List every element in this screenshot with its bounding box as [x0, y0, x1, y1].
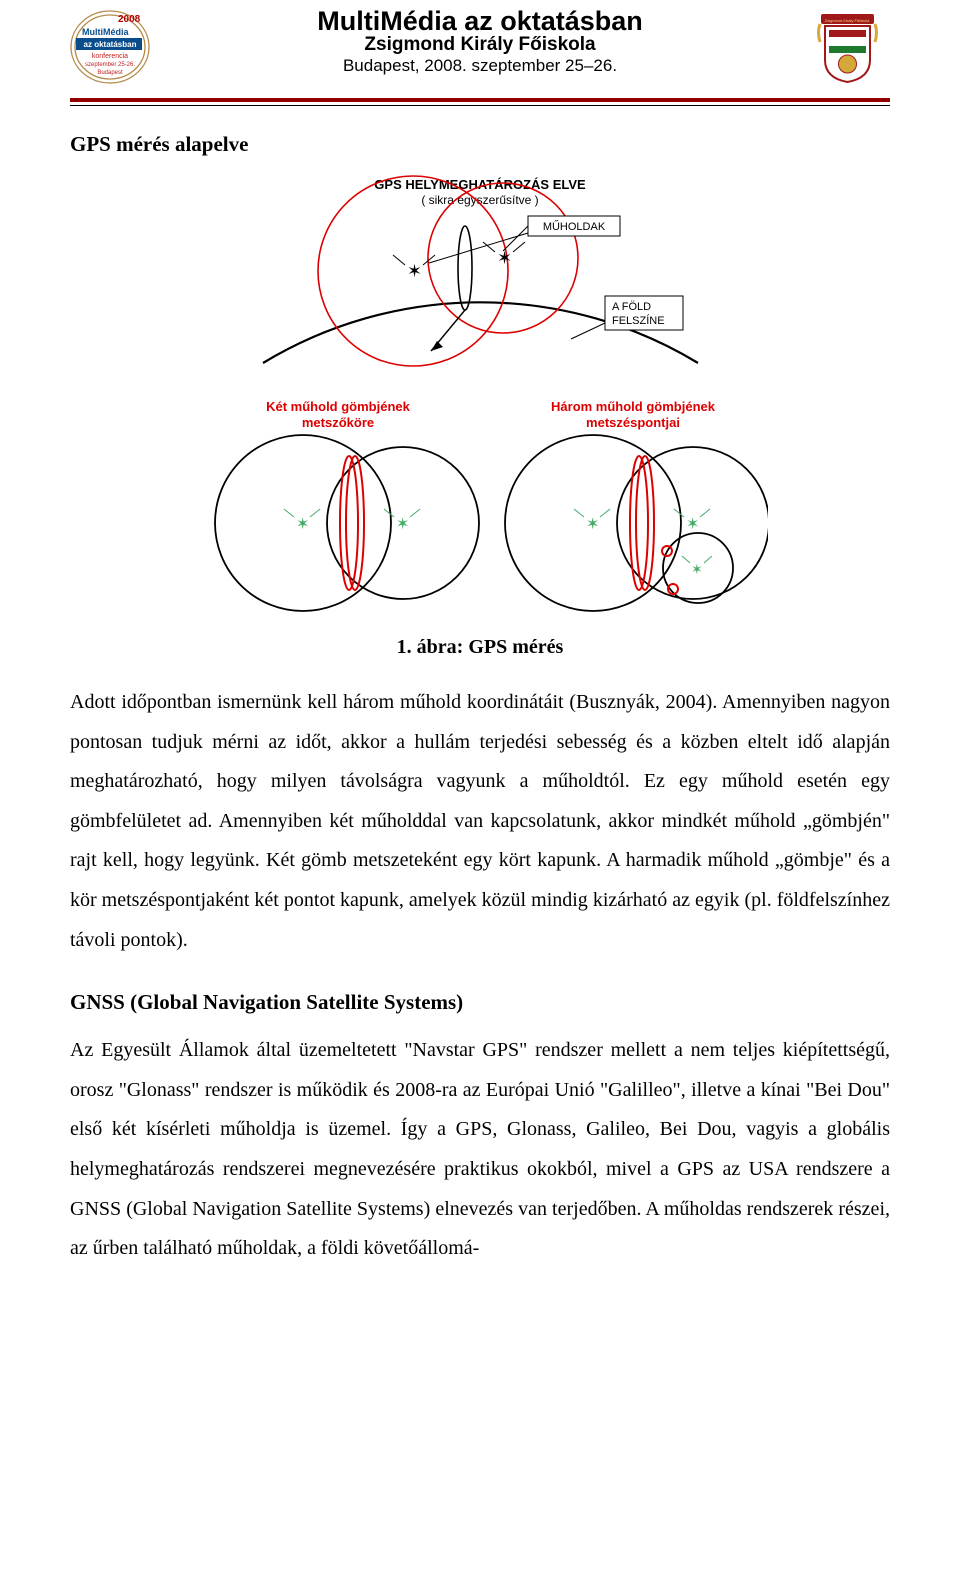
figure-1: GPS HELYMEGHATÁROZÁS ELVE ( sikra egysze…	[70, 173, 890, 618]
page: 2008 MultiMédia az oktatásban konferenci…	[0, 0, 960, 1319]
left-sat-1: ✶	[296, 516, 309, 533]
svg-text:A FÖLD: A FÖLD	[612, 301, 651, 313]
right-diagram-label-1: Három műhold gömbjének	[551, 399, 716, 414]
right-sat-1: ✶	[586, 516, 599, 533]
right-sat-2: ✶	[686, 516, 699, 533]
label-earth-box: A FÖLD FELSZÍNE	[571, 296, 683, 339]
right-sat-3: ✶	[691, 563, 703, 578]
figure-caption: 1. ábra: GPS mérés	[70, 636, 890, 659]
gps-diagram-svg: GPS HELYMEGHATÁROZÁS ELVE ( sikra egysze…	[193, 173, 768, 613]
page-header: 2008 MultiMédia az oktatásban konferenci…	[70, 10, 890, 102]
header-text-block: MultiMédia az oktatásban Zsigmond Király…	[70, 10, 890, 76]
header-thin-underline	[70, 102, 890, 106]
institution-name: Zsigmond Király Főiskola	[70, 35, 890, 56]
conference-date-location: Budapest, 2008. szeptember 25–26.	[70, 56, 890, 76]
paragraph-2: Az Egyesült Államok által üzemeltetett "…	[70, 1031, 890, 1269]
svg-text:✶: ✶	[407, 261, 422, 281]
fig-subtitle: ( sikra egyszerűsítve )	[421, 193, 538, 207]
conference-title: MultiMédia az oktatásban	[70, 8, 890, 35]
paragraph-1: Adott időpontban ismernünk kell három mű…	[70, 683, 890, 960]
right-diagram-label-2: metszéspontjai	[586, 415, 680, 430]
svg-text:FELSZÍNE: FELSZÍNE	[612, 314, 665, 327]
left-sat-2: ✶	[396, 516, 409, 533]
label-satellites: MŰHOLDAK	[542, 219, 605, 233]
svg-text:✶: ✶	[497, 248, 512, 268]
left-diagram-label-2: metszőköre	[301, 415, 373, 430]
lens-arrowhead	[431, 341, 443, 351]
fig-title: GPS HELYMEGHATÁROZÁS ELVE	[374, 177, 586, 192]
section-heading-gnss: GNSS (Global Navigation Satellite System…	[70, 990, 890, 1015]
section-heading-gps: GPS mérés alapelve	[70, 132, 890, 157]
left-diagram-label-1: Két műhold gömbjének	[266, 399, 411, 414]
intersection-lens-top	[458, 226, 472, 310]
